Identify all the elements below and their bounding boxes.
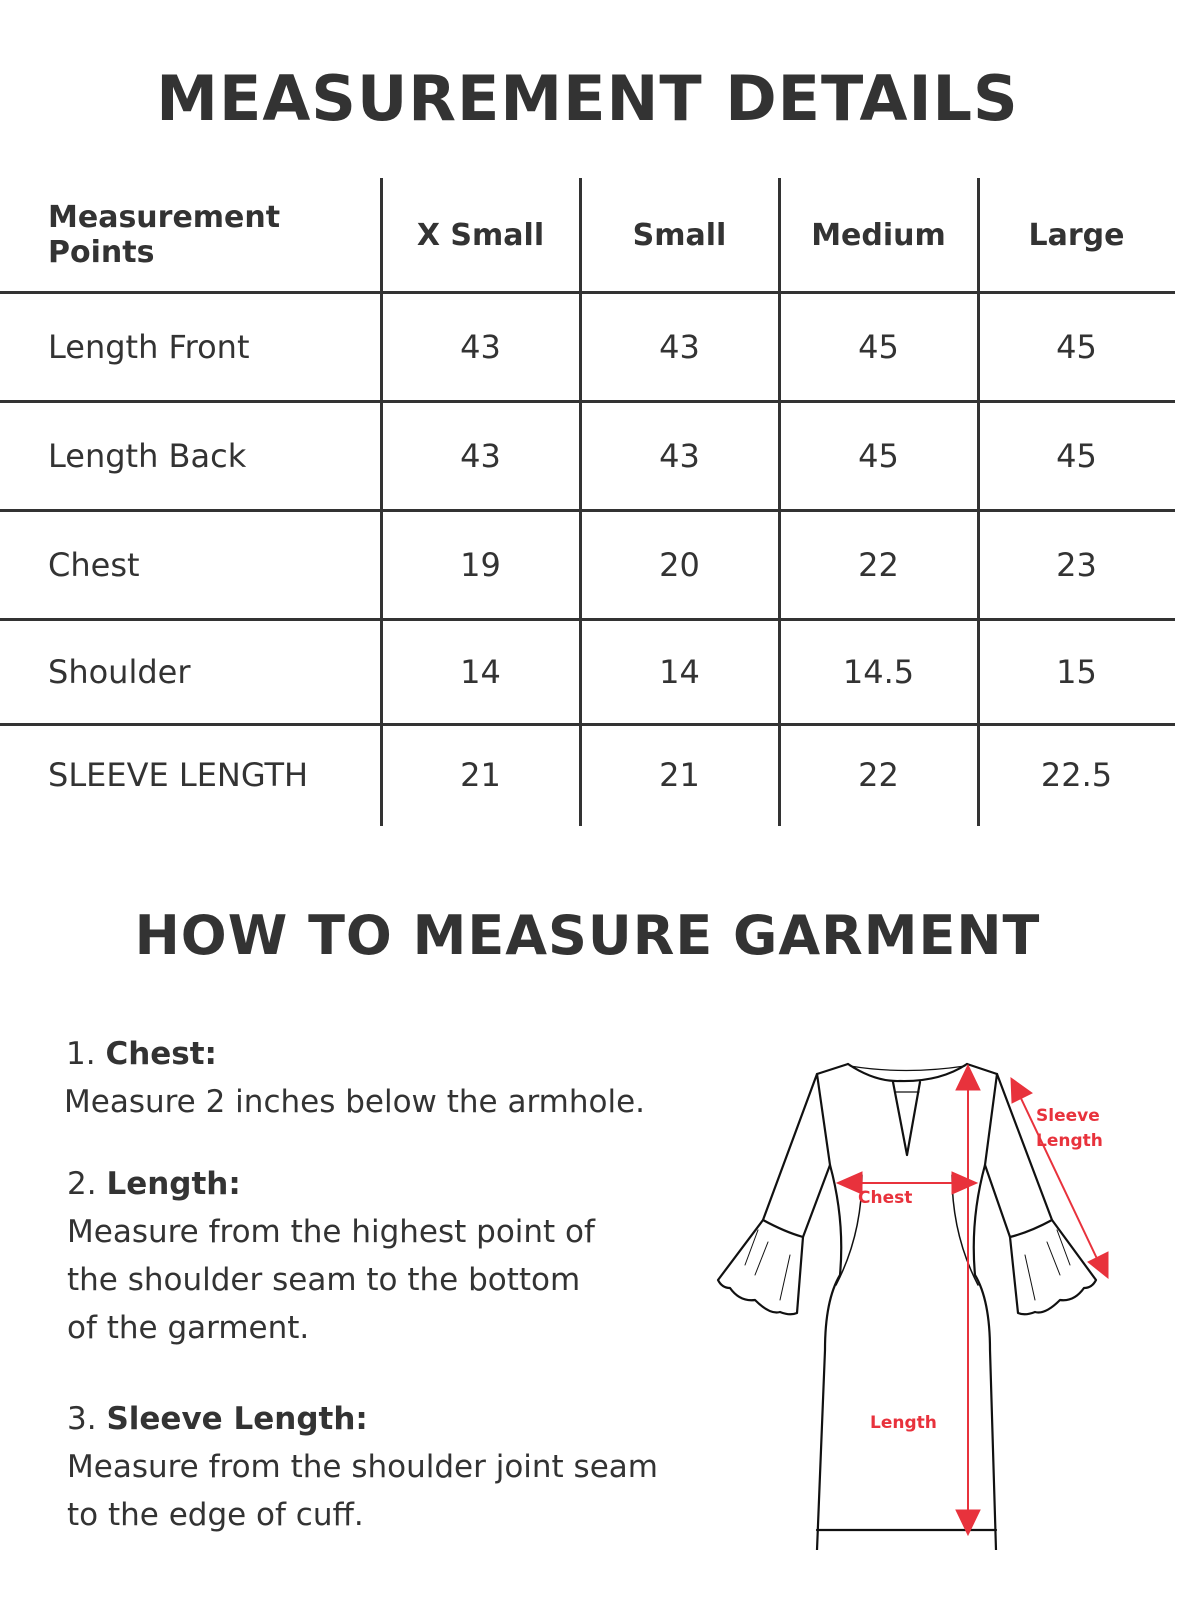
instruction-text: to the edge of cuff. <box>67 1497 364 1533</box>
sleeve-label: Sleeve <box>1036 1106 1100 1126</box>
row-divider <box>0 400 1175 403</box>
row-label: Length Front <box>48 327 250 366</box>
row-label: Shoulder <box>48 652 191 691</box>
column-header: Small <box>632 217 727 253</box>
column-divider <box>977 178 980 826</box>
arrow-head <box>955 1509 981 1537</box>
measurement-details-title: MEASUREMENT DETAILS <box>156 62 1019 135</box>
sleeve-length-arrow <box>1017 1091 1101 1266</box>
table-cell: 43 <box>460 327 501 366</box>
table-cell: 14.5 <box>842 652 915 691</box>
instruction-text: the shoulder seam to the bottom <box>67 1262 581 1298</box>
column-header: Large <box>1028 217 1125 253</box>
sleeve-label: Length <box>1036 1131 1103 1151</box>
row-divider <box>0 291 1175 294</box>
arrow-head <box>1010 1076 1033 1104</box>
arrow-head <box>951 1171 979 1195</box>
table-cell: 22 <box>858 756 899 794</box>
table-cell: 43 <box>659 436 700 475</box>
table-cell: 22.5 <box>1040 756 1113 794</box>
instruction-text: of the garment. <box>67 1310 310 1346</box>
table-cell: 14 <box>460 652 501 691</box>
table-cell: 19 <box>460 545 501 584</box>
table-cell: 23 <box>1056 545 1097 584</box>
table-cell: 45 <box>1056 436 1097 475</box>
instruction-heading: Chest: <box>105 1036 217 1072</box>
row-label: Length Back <box>48 436 247 475</box>
arrow-head <box>835 1171 863 1195</box>
measurement-arrows <box>835 1063 1109 1537</box>
table-cell: 15 <box>1056 652 1097 691</box>
instruction-chest: 1. Chest: Measure 2 inches below the arm… <box>64 1030 646 1126</box>
arrow-head <box>1087 1251 1109 1280</box>
column-header: X Small <box>416 217 545 253</box>
instruction-length: 2. Length: Measure from the highest poin… <box>67 1160 595 1352</box>
garment-diagram: Chest Length Sleeve Length <box>716 1062 1109 1550</box>
instruction-number: 1. <box>66 1036 96 1072</box>
instruction-heading: Sleeve Length: <box>106 1401 368 1437</box>
table-cell: 45 <box>1056 327 1097 366</box>
column-divider <box>579 178 582 826</box>
column-divider <box>778 178 781 826</box>
table-cell: 21 <box>659 756 700 794</box>
arrow-head <box>955 1063 981 1091</box>
table-cell: 43 <box>659 327 700 366</box>
row-divider <box>0 723 1175 726</box>
instruction-sleeve-length: 3. Sleeve Length: Measure from the shoul… <box>67 1395 658 1539</box>
how-to-measure-title: HOW TO MEASURE GARMENT <box>134 904 1041 967</box>
chest-label: Chest <box>858 1188 912 1208</box>
row-divider <box>0 509 1175 512</box>
table-cell: 21 <box>460 756 501 794</box>
row-label: SLEEVE LENGTH <box>48 756 309 794</box>
instruction-heading: Length: <box>106 1166 241 1202</box>
table-cell: 45 <box>858 436 899 475</box>
table-cell: 14 <box>659 652 700 691</box>
table-cell: 43 <box>460 436 501 475</box>
length-label: Length <box>870 1413 937 1433</box>
table-cell: 45 <box>858 327 899 366</box>
column-header: Medium <box>811 217 946 253</box>
instruction-text: Measure from the highest point of <box>67 1214 595 1250</box>
table-cell: 20 <box>659 545 700 584</box>
table-cell: 22 <box>858 545 899 584</box>
row-divider <box>0 618 1175 621</box>
instruction-text: Measure 2 inches below the armhole. <box>64 1084 646 1120</box>
row-label: Chest <box>48 545 140 584</box>
instruction-text: Measure from the shoulder joint seam <box>67 1449 658 1485</box>
column-header: Measurement Points <box>48 200 281 270</box>
instruction-number: 2. <box>67 1166 97 1202</box>
column-divider <box>380 178 383 826</box>
instruction-number: 3. <box>67 1401 97 1437</box>
